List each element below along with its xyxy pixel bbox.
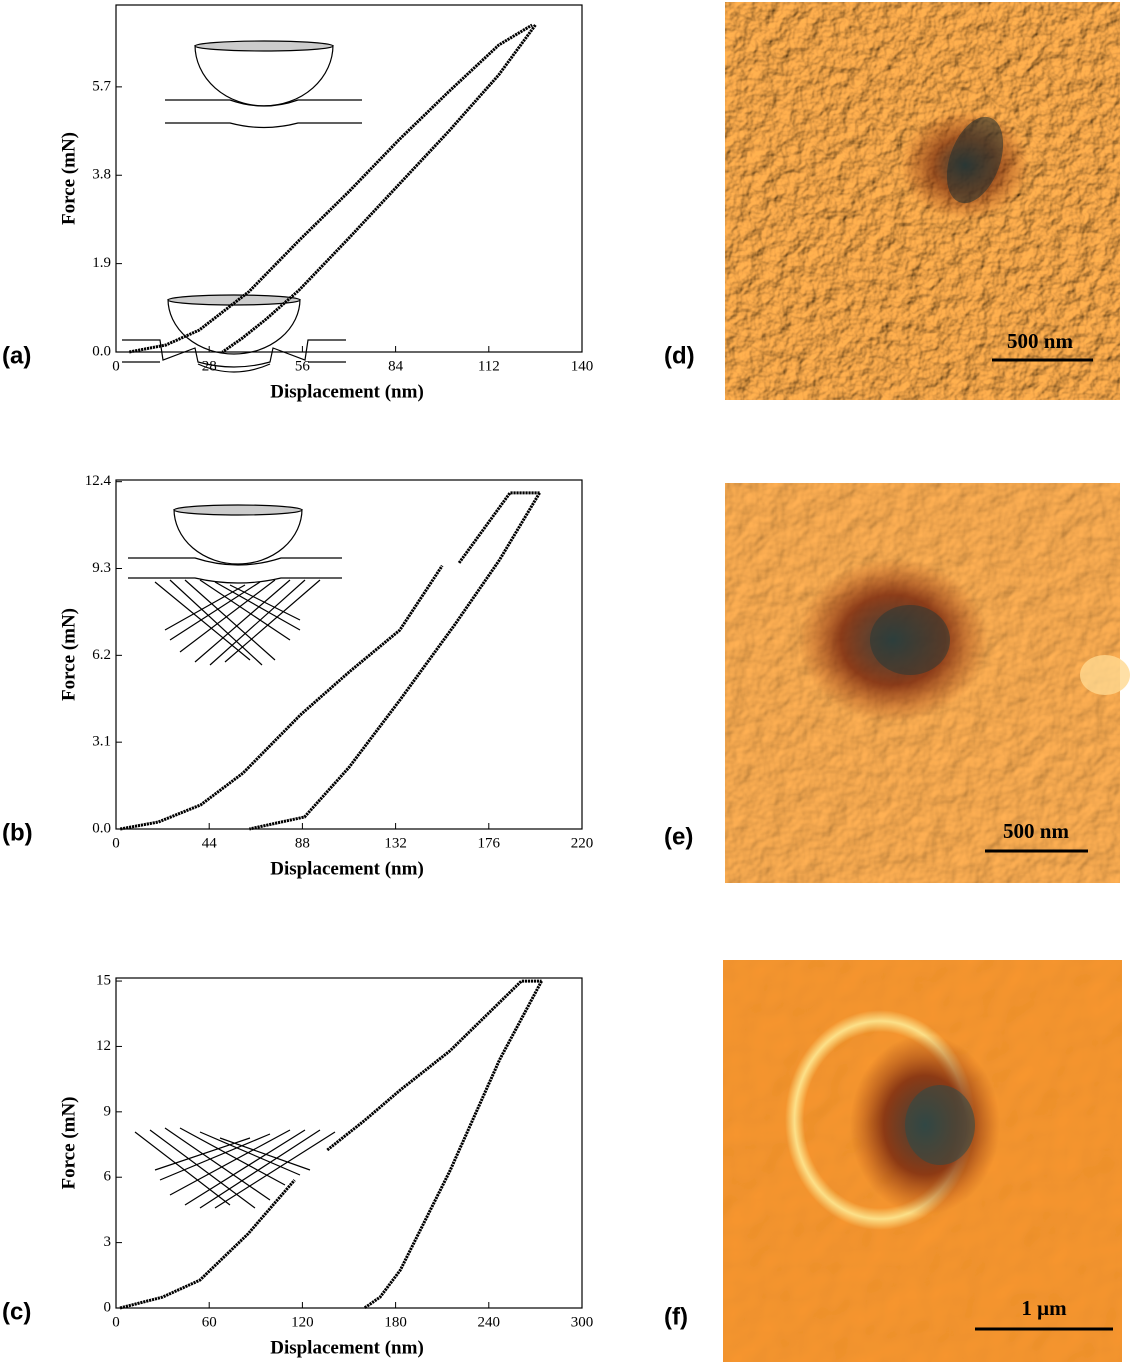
- y-tick-label: 9.3: [92, 560, 111, 576]
- x-tick-label: 0: [112, 835, 120, 851]
- x-axis-title: Displacement (nm): [270, 1337, 424, 1358]
- x-tick-label: 240: [478, 1314, 501, 1330]
- inset-a: [165, 40, 362, 129]
- y-tick-label: 0: [104, 1299, 112, 1315]
- x-tick-label: 44: [202, 835, 218, 851]
- y-tick-label: 9: [104, 1103, 112, 1119]
- data-line: [221, 24, 537, 354]
- y-tick-label: 15: [96, 972, 111, 988]
- x-tick-label: 176: [478, 835, 501, 851]
- y-tick-label: 12.4: [85, 473, 112, 489]
- x-axis-title: Displacement (nm): [270, 858, 424, 879]
- x-tick-label: 56: [295, 358, 311, 374]
- plot-frame: [115, 4, 583, 353]
- scale-bar-label: 500 nm: [1003, 819, 1069, 843]
- x-tick-label: 28: [202, 358, 217, 374]
- y-tick-label: 3.8: [92, 167, 111, 183]
- y-axis-title: Force (mN): [58, 608, 79, 701]
- x-tick-label: 84: [388, 358, 404, 374]
- x-tick-label: 88: [295, 835, 310, 851]
- y-tick-label: 1.9: [92, 255, 111, 271]
- y-tick-label: 5.7: [92, 78, 111, 94]
- inset-b: [128, 504, 342, 666]
- data-line: [363, 980, 543, 1310]
- plot-frame: [115, 977, 583, 1309]
- scale-bar-label: 500 nm: [1007, 329, 1073, 353]
- x-tick-label: 132: [384, 835, 407, 851]
- panel-label: (f): [664, 1303, 688, 1330]
- afm-image-d: 500 nm: [725, 2, 1120, 400]
- panel-label: (b): [2, 819, 33, 846]
- x-tick-label: 220: [571, 835, 594, 851]
- x-tick-label: 180: [384, 1314, 407, 1330]
- x-tick-label: 140: [571, 358, 594, 374]
- y-tick-label: 3.1: [92, 734, 111, 750]
- scale-bar-label: 1 μm: [1021, 1296, 1067, 1320]
- data-line: [129, 23, 533, 354]
- afm-image-f: 1 μm: [723, 960, 1122, 1362]
- panel-label: (e): [664, 823, 693, 850]
- y-axis-title: Force (mN): [58, 1096, 79, 1189]
- y-tick-label: 3: [104, 1234, 112, 1250]
- data-line: [249, 492, 541, 831]
- data-line: [119, 491, 540, 831]
- panel-label: (a): [2, 342, 31, 369]
- data-line: [119, 979, 542, 1310]
- panel-label: (d): [664, 342, 695, 369]
- y-tick-label: 0.0: [92, 820, 111, 836]
- x-tick-label: 120: [291, 1314, 314, 1330]
- y-tick-label: 6.2: [92, 647, 111, 663]
- x-tick-label: 112: [478, 358, 500, 374]
- y-tick-label: 12: [96, 1038, 111, 1054]
- y-tick-label: 6: [104, 1169, 112, 1185]
- x-tick-label: 300: [571, 1314, 594, 1330]
- y-tick-label: 0.0: [92, 343, 111, 359]
- panel-label: (c): [2, 1298, 31, 1325]
- x-tick-label: 0: [112, 358, 120, 374]
- afm-image-e: 500 nm: [725, 483, 1130, 883]
- x-tick-label: 60: [202, 1314, 217, 1330]
- y-axis-title: Force (mN): [58, 132, 79, 225]
- plot-frame: [115, 479, 583, 830]
- x-tick-label: 0: [112, 1314, 120, 1330]
- x-axis-title: Displacement (nm): [270, 381, 424, 402]
- inset-c: [122, 294, 346, 1209]
